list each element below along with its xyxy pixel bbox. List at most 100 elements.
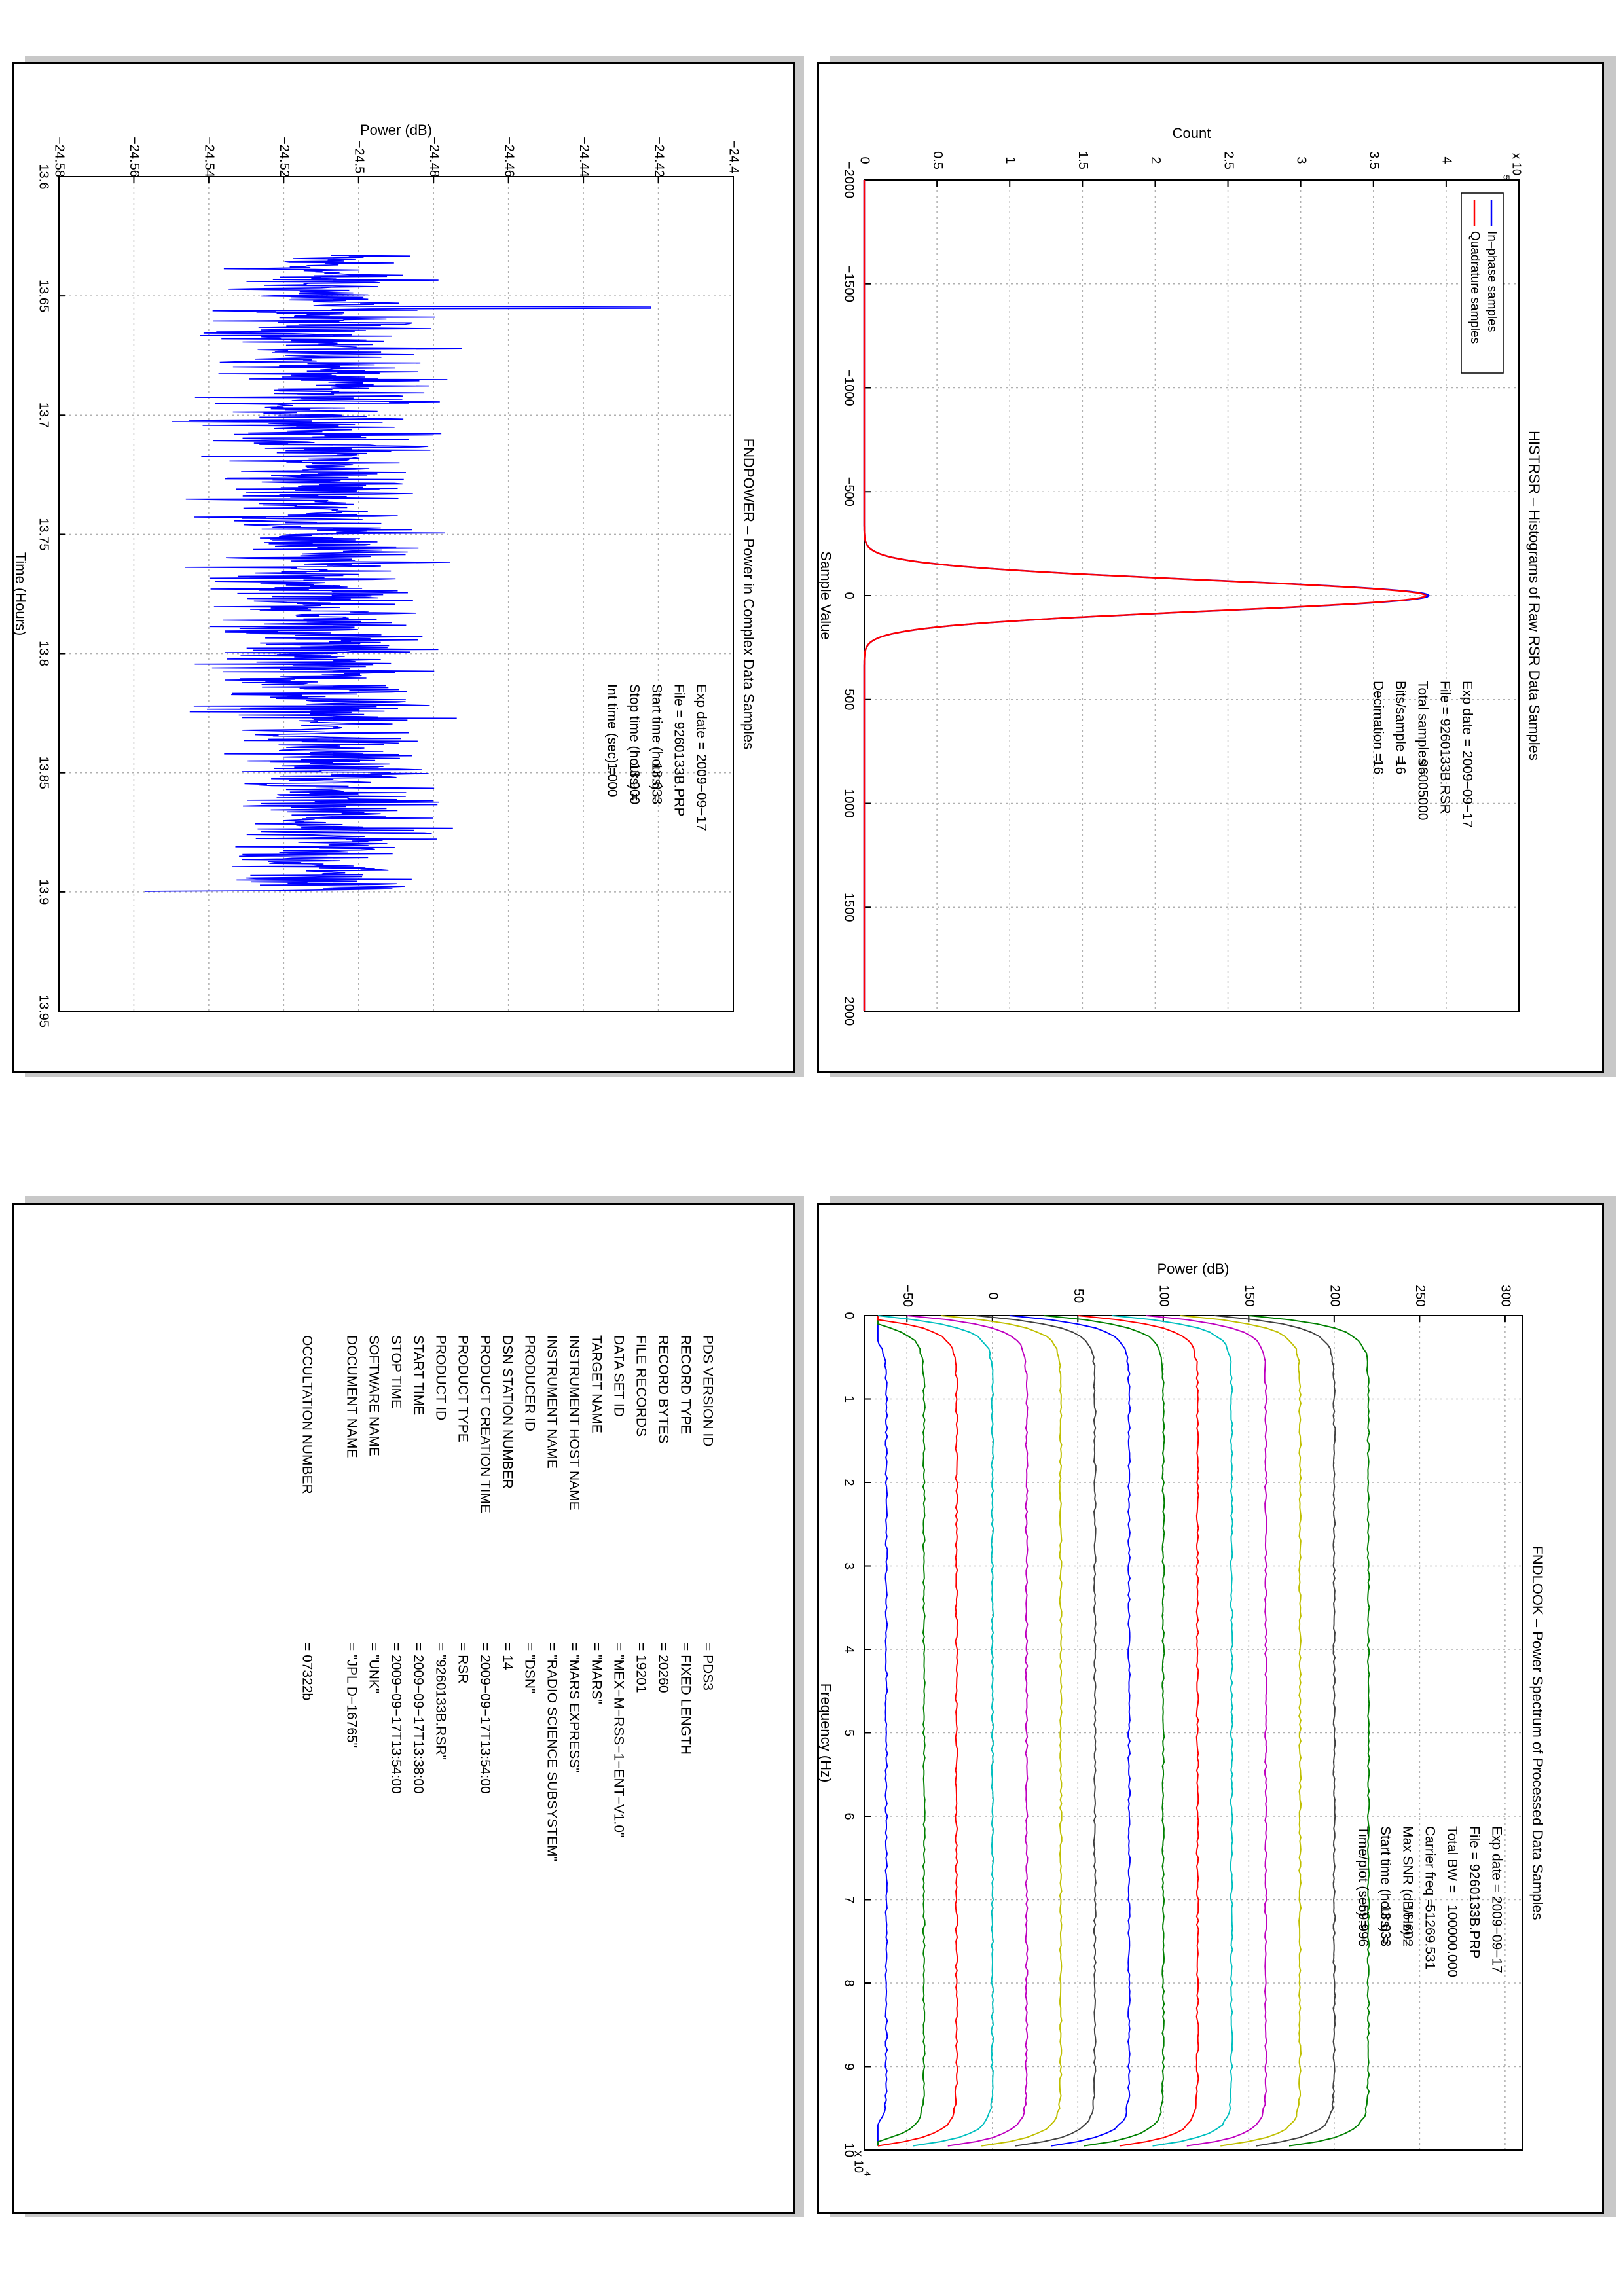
label-key: DSN STATION NUMBER (500, 1335, 515, 1489)
x-tick-label: 13.9 (37, 879, 51, 905)
annotation-label: Total samples = (1415, 681, 1430, 777)
label-value: = 2009−09−17T13:38:00 (410, 1643, 426, 1794)
y-tick-label: 2.5 (1221, 151, 1235, 170)
label-key: PRODUCT TYPE (455, 1335, 470, 1443)
label-value: = "JPL D−16765" (344, 1643, 359, 1748)
power-series-line (144, 255, 651, 892)
y-tick-label: 0.5 (930, 151, 945, 170)
spectrum-line-11 (1146, 1315, 1268, 2147)
label-key: RECORD BYTES (655, 1335, 670, 1444)
y-tick-label: 150 (1242, 1285, 1256, 1306)
y-tick-label: 1.5 (1076, 151, 1090, 170)
spectrum-line-0 (877, 1316, 888, 2146)
y-tick-label: 3.5 (1366, 151, 1381, 170)
x-tick-label: 10 (842, 2143, 856, 2157)
annotation-label: File = 9260133B.PRP (1467, 1826, 1482, 1959)
y-tick-label: 4 (1440, 156, 1454, 164)
spectrum-line-8 (1043, 1315, 1165, 2147)
annotation-value: 1.000 (604, 762, 619, 797)
label-value: = "UNK" (366, 1643, 381, 1693)
fndlook-panel: 0 1 2 3 4 5 6 7 8 9 10 −50 0 50 100 150 200 250 300 Frequen… (812, 1172, 1623, 2296)
annotation-label: Stop time (hours) = (627, 684, 642, 801)
annotation-label: Exp date = 2009−09−17 (1489, 1826, 1504, 1973)
y-tick-label: 3 (1294, 156, 1308, 164)
label-key: RECORD TYPE (678, 1335, 693, 1434)
y-scale-exponent: 5 (1502, 175, 1512, 179)
label-value: = PDS3 (700, 1643, 715, 1691)
spectrum-line-14 (1249, 1315, 1370, 2147)
legend-label: In–phase samples (1485, 231, 1499, 332)
label-key: SOFTWARE NAME (366, 1335, 381, 1456)
chart-title: FNDPOWER – Power in Complex Data Samples (740, 439, 757, 750)
label-key: STOP TIME (388, 1335, 403, 1408)
fndlook-chart: 0 1 2 3 4 5 6 7 8 9 10 −50 0 50 100 150 200 250 300 Frequen… (818, 1261, 1546, 2176)
label-value: = FIXED LENGTH (678, 1643, 693, 1755)
label-value: = "DSN" (522, 1643, 537, 1693)
label-value: = 2009−09−17T13:54:00 (477, 1643, 492, 1794)
label-key: PRODUCT ID (433, 1335, 448, 1420)
label-value: = "MARS" (589, 1643, 604, 1704)
y-tick-label: −24.5 (352, 141, 366, 174)
y-tick-label: −24.52 (277, 137, 291, 177)
y-tick-label: −24.54 (202, 137, 217, 177)
spectrum-line-10 (1112, 1315, 1233, 2147)
annotation-label: Time/plot (sec) = (1355, 1826, 1370, 1928)
annotation-value: 100000.000 (1444, 1905, 1459, 1977)
annotation-value: 96005000 (1415, 759, 1430, 820)
y-tick-label: 2 (1148, 156, 1163, 164)
y-tick-label: −24.4 (727, 141, 741, 174)
x-scale-note: x 10 (852, 2151, 865, 2173)
x-tick-label: 13.85 (37, 757, 51, 789)
label-key: DATA SET ID (611, 1335, 626, 1417)
x-tick-label: 1000 (842, 789, 856, 818)
x-tick-label: 2 (842, 1479, 856, 1486)
label-key: FILE RECORDS (633, 1335, 648, 1437)
x-tick-label: 0 (842, 592, 856, 599)
label-text: PDS VERSION ID = PDS3 RECORD TYPE = FIXED L… (299, 1335, 715, 1861)
x-tick-label: 0 (842, 1312, 856, 1319)
panel-frame (12, 1203, 795, 2214)
label-key: INSTRUMENT HOST NAME (566, 1335, 581, 1511)
label-value: = 19201 (633, 1643, 648, 1693)
annotation-label: File = 9260133B.PRP (671, 684, 686, 817)
annotation-label: File = 9260133B.RSR (1437, 681, 1452, 814)
x-scale-exponent: 4 (863, 2171, 873, 2176)
label-value: = "9260133B.RSR" (433, 1643, 448, 1760)
x-tick-label: −1000 (842, 369, 856, 406)
label-panel: PDS VERSION ID = PDS3 RECORD TYPE = FIXED L… (0, 1172, 812, 2296)
annotation-value: 13.633 (1377, 1905, 1393, 1946)
annotation-label: Exp date = 2009−09−17 (1459, 681, 1474, 828)
y-axis-label: Power (dB) (1157, 1261, 1229, 1277)
y-tick-label: −24.58 (52, 137, 67, 177)
x-tick-label: 3 (842, 1562, 856, 1570)
x-tick-label: 500 (842, 689, 856, 710)
y-axis-label: Power (dB) (360, 122, 432, 138)
x-tick-label: 2000 (842, 997, 856, 1026)
x-tick-label: −1500 (842, 266, 856, 302)
y-axis-label: Count (1173, 125, 1211, 141)
label-key: PRODUCER ID (522, 1335, 537, 1431)
panel-frame (12, 62, 795, 1073)
x-axis-label: Frequency (Hz) (818, 1683, 834, 1783)
label-key: TARGET NAME (589, 1335, 604, 1433)
y-scale-note: x 10 (1510, 153, 1523, 175)
spectrum-line-1 (877, 1316, 926, 2146)
spectrum-line-9 (1078, 1315, 1199, 2147)
annotation-label: Start time (hours) = (649, 684, 664, 802)
label-value: = 14 (500, 1643, 515, 1670)
label-key: PDS VERSION ID (700, 1335, 715, 1446)
x-tick-label: −500 (842, 477, 856, 507)
annotation-label: Carrier freq = (1422, 1826, 1437, 1907)
series-line-1 (863, 180, 1427, 1011)
y-tick-label: 100 (1157, 1285, 1171, 1306)
annotation-label: Int time (sec) = (604, 684, 619, 775)
y-tick-label: −24.56 (127, 137, 141, 177)
label-key: INSTRUMENT NAME (544, 1335, 559, 1469)
x-tick-label: 6 (842, 1812, 856, 1820)
y-tick-label: 300 (1499, 1285, 1513, 1306)
y-tick-label: 1 (1003, 156, 1017, 164)
x-tick-label: 5 (842, 1729, 856, 1736)
legend-label: Quadrature samples (1468, 231, 1482, 344)
label-value: = 20260 (655, 1643, 670, 1693)
label-value: = "MEX−M−RSS−1−ENT−V1.0" (611, 1643, 626, 1837)
